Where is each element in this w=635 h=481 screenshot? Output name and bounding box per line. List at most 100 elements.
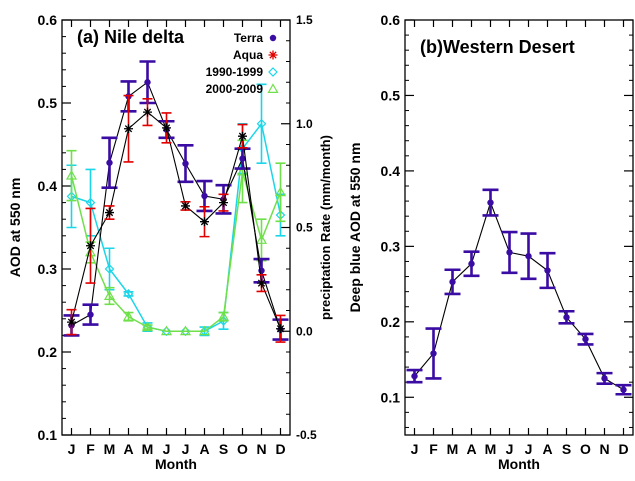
x-tick-label: F [86,441,95,457]
y-axis-label: Deep blue AOD at 550 nm [347,143,363,313]
x-tick-label: J [411,441,419,457]
data-point [67,317,76,327]
x-tick-label: J [182,441,190,457]
y-tick-label: 0.4 [38,178,58,194]
series-line [414,200,624,391]
y-tick-label: 0.4 [381,163,401,179]
data-point [468,260,475,267]
data-point [219,198,228,208]
y-tick-label: 0.1 [38,427,58,443]
plot-frame [404,19,634,436]
x-tick-label: D [618,441,628,457]
y-tick-label: 0.5 [381,87,401,103]
data-point [181,201,190,211]
x-tick-label: A [542,441,552,457]
data-point [449,278,456,286]
data-point [105,208,114,218]
data-point [274,186,287,197]
x-axis-label: Month [155,456,197,472]
legend-marker [268,50,278,60]
x-tick-label: A [199,441,209,457]
y2-tick-label: 0.5 [296,221,313,235]
data-point [238,131,247,141]
x-tick-label: M [142,441,154,457]
error-bar [123,291,134,297]
x-tick-label: N [256,441,266,457]
data-point [180,326,191,337]
legend-label: Terra [234,31,263,45]
y2-tick-label: 1.0 [296,117,313,131]
data-point [162,123,171,133]
series-line [70,171,282,333]
x-tick-label: J [506,441,514,457]
y2-tick-label: 1.5 [296,13,313,27]
y-tick-label: 0.3 [381,238,401,254]
x-axis-label: Month [498,456,540,472]
data-point [506,249,513,256]
data-point [217,311,230,321]
data-point [160,325,173,336]
series-line [70,111,282,330]
data-point [563,314,570,321]
y2-axis-label: preciptation Rate (mm/month) [318,135,333,320]
data-point [198,325,211,336]
x-tick-label: J [525,441,533,457]
x-tick-label: A [466,441,476,457]
x-tick-label: D [275,441,285,457]
x-tick-label: O [580,441,591,457]
x-tick-label: S [562,441,571,457]
x-tick-label: J [163,441,171,457]
data-point [87,311,94,318]
chart-title: (a) Nile delta [77,27,185,47]
y-tick-label: 0.6 [38,12,58,28]
error-bar [275,162,286,223]
chart-title: (b)Western Desert [420,37,575,57]
series-line [71,122,282,333]
legend-label: 1990-1999 [206,65,264,79]
x-tick-label: A [123,441,133,457]
legend-marker [269,34,277,42]
y-tick-label: 0.2 [38,344,58,360]
data-point [144,79,151,86]
data-point [122,311,135,321]
data-point [255,234,268,244]
data-point [239,155,246,162]
error-bar [66,149,77,202]
x-tick-label: S [219,441,228,457]
data-point [276,324,285,334]
x-tick-label: M [485,441,497,457]
data-point [487,199,494,206]
y-tick-label: 0.5 [38,95,58,111]
legend-label: Aqua [233,48,263,62]
data-point [143,107,152,117]
x-tick-label: N [599,441,609,457]
data-point [544,267,551,274]
y-axis-label: AOD at 550 nm [7,178,23,278]
data-point [141,321,154,332]
y2-tick-label: 0.0 [296,324,313,338]
data-point [582,335,589,343]
data-point [123,289,134,299]
x-tick-label: J [68,441,76,457]
x-tick-label: M [104,441,116,457]
legend-marker [267,83,279,93]
x-tick-label: M [447,441,459,457]
y-tick-label: 0.2 [381,314,401,330]
y-tick-label: 0.6 [381,12,401,28]
data-point [124,124,133,134]
data-point [601,375,608,382]
data-point [525,252,532,260]
data-point [103,290,116,300]
data-point [257,278,266,288]
data-point [65,169,78,180]
data-point [85,197,96,208]
data-point [200,217,209,227]
panel-western-desert: 0.10.20.30.40.50.6J F M A M J J A S O N DMonthDeep … [347,12,634,472]
x-tick-label: O [237,441,248,457]
error-bar [256,83,267,164]
data-point [104,264,115,274]
x-tick-label: F [429,441,438,457]
data-point [411,372,418,380]
data-point [161,326,172,337]
legend-label: 2000-2009 [206,82,264,96]
